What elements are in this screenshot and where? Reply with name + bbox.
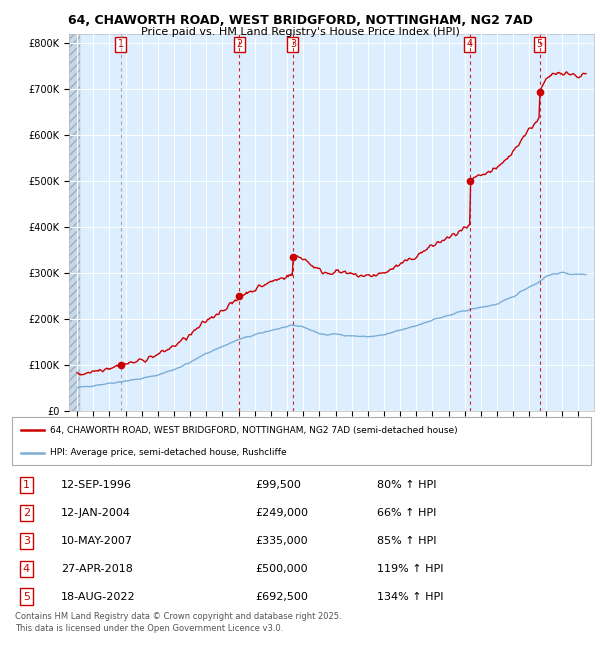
Text: £692,500: £692,500 [255,592,308,601]
Text: 2: 2 [23,508,30,517]
Text: 4: 4 [23,564,30,573]
FancyBboxPatch shape [12,417,591,465]
Text: 2: 2 [236,39,242,49]
Text: 1: 1 [23,480,30,489]
Text: 18-AUG-2022: 18-AUG-2022 [61,592,136,601]
Text: 64, CHAWORTH ROAD, WEST BRIDGFORD, NOTTINGHAM, NG2 7AD (semi-detached house): 64, CHAWORTH ROAD, WEST BRIDGFORD, NOTTI… [50,426,457,435]
Text: 5: 5 [536,39,542,49]
Text: 4: 4 [467,39,473,49]
Text: 134% ↑ HPI: 134% ↑ HPI [377,592,443,601]
Text: £335,000: £335,000 [255,536,308,545]
Text: 5: 5 [23,592,30,601]
Text: 64, CHAWORTH ROAD, WEST BRIDGFORD, NOTTINGHAM, NG2 7AD: 64, CHAWORTH ROAD, WEST BRIDGFORD, NOTTI… [68,14,532,27]
Text: This data is licensed under the Open Government Licence v3.0.: This data is licensed under the Open Gov… [15,624,283,633]
Text: 12-SEP-1996: 12-SEP-1996 [61,480,132,489]
Text: 119% ↑ HPI: 119% ↑ HPI [377,564,443,573]
Text: 1: 1 [118,39,124,49]
Text: 10-MAY-2007: 10-MAY-2007 [61,536,133,545]
Text: £99,500: £99,500 [255,480,301,489]
Text: 3: 3 [23,536,30,545]
Text: 80% ↑ HPI: 80% ↑ HPI [377,480,436,489]
Text: £500,000: £500,000 [255,564,308,573]
Text: 66% ↑ HPI: 66% ↑ HPI [377,508,436,517]
Text: 85% ↑ HPI: 85% ↑ HPI [377,536,436,545]
Text: £249,000: £249,000 [255,508,308,517]
Text: 12-JAN-2004: 12-JAN-2004 [61,508,131,517]
Text: 27-APR-2018: 27-APR-2018 [61,564,133,573]
Text: Price paid vs. HM Land Registry's House Price Index (HPI): Price paid vs. HM Land Registry's House … [140,27,460,36]
Text: 3: 3 [290,39,296,49]
Text: HPI: Average price, semi-detached house, Rushcliffe: HPI: Average price, semi-detached house,… [50,448,286,457]
Text: Contains HM Land Registry data © Crown copyright and database right 2025.: Contains HM Land Registry data © Crown c… [15,612,341,621]
